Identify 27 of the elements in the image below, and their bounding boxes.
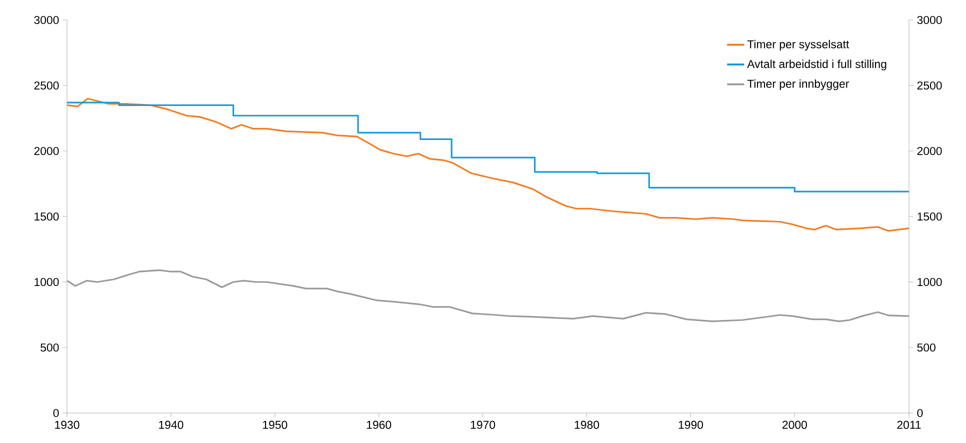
x-tick-label: 1960 <box>366 420 392 429</box>
y2-tick-label: 500 <box>917 343 936 352</box>
x-tick-label: 2000 <box>782 420 807 429</box>
x-tick-label: 1970 <box>470 420 496 429</box>
y2-tick-label: 2000 <box>917 146 942 156</box>
y-tick-label: 0 <box>53 408 59 418</box>
y-tick-label: 1500 <box>34 212 59 221</box>
x-tick-label: 1940 <box>159 420 184 429</box>
x-tick-label: 1950 <box>263 420 288 429</box>
line-series <box>67 98 910 232</box>
x-tick-label: 1930 <box>55 420 80 429</box>
x-tick-label: 1990 <box>678 420 703 429</box>
y2-tick-label: 0 <box>917 408 923 418</box>
y-tick-label: 2000 <box>34 146 59 156</box>
y2-tick-label: 2500 <box>917 81 942 90</box>
y-tick-label: 2500 <box>34 81 59 90</box>
x-tick-label: 2011 <box>897 420 921 429</box>
y2-tick-label: 3000 <box>917 16 942 24</box>
legend-label: Avtalt arbeidstid i full stilling <box>747 60 886 70</box>
y-tick-label: 1000 <box>34 278 59 286</box>
y-tick-label: 500 <box>40 343 59 352</box>
y-tick-label: 3000 <box>34 16 59 24</box>
y2-tick-label: 1500 <box>918 212 942 221</box>
x-tick-label: 1980 <box>574 420 600 429</box>
legend-label: Timer per innbygger <box>747 79 849 90</box>
legend-label: Timer per sysselsatt <box>747 40 850 51</box>
y2-tick-label: 1000 <box>918 278 942 286</box>
